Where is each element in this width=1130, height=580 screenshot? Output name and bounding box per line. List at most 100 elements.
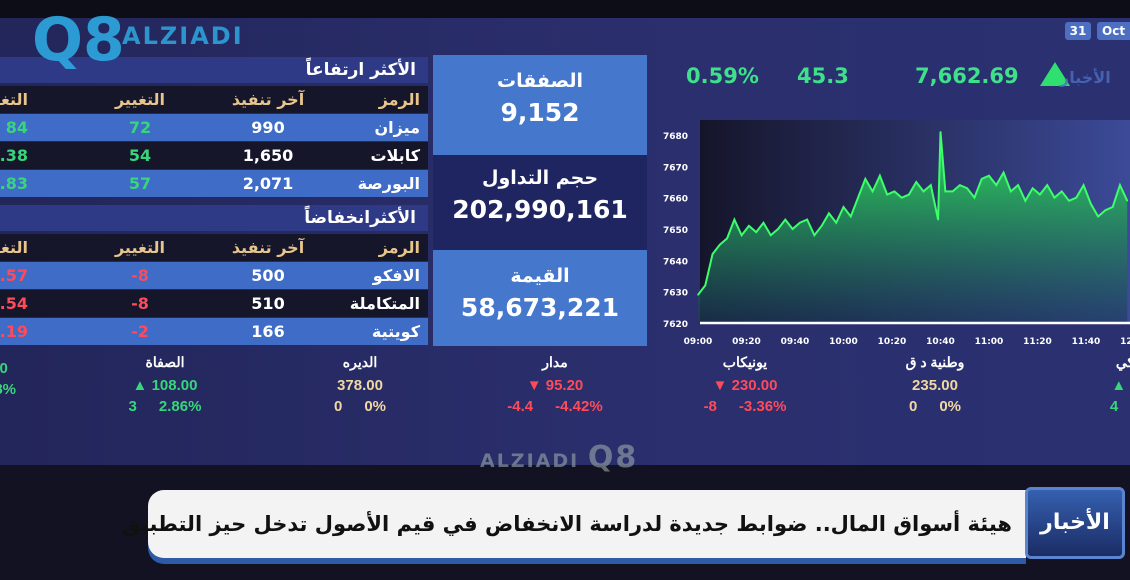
volume-value: 202,990,161 xyxy=(452,195,628,224)
value-value: 58,673,221 xyxy=(460,293,620,322)
data-point xyxy=(762,221,765,224)
ticker-item: الديره 378.00 0 0% xyxy=(265,354,455,415)
data-point xyxy=(1126,200,1129,202)
y-tick-label: 7620 xyxy=(663,320,688,330)
ticker-price: ▲ 108.00 xyxy=(70,377,260,394)
last-price-cell: 1,650 xyxy=(242,146,294,165)
gainers-title: الأكثر ارتفاعاً xyxy=(0,57,428,83)
data-point xyxy=(799,221,801,224)
ticker-name: كي xyxy=(1115,354,1130,370)
symbol-cell: كويتية xyxy=(371,322,420,341)
data-point xyxy=(726,237,728,240)
data-point xyxy=(879,174,881,177)
column-header: التغيير xyxy=(114,238,166,257)
ticker-name: الصفاة xyxy=(145,354,185,370)
data-point xyxy=(1097,215,1099,218)
table-row: الافكو 500 -8 1.57 xyxy=(0,262,428,289)
ticker-price-value: 378.00 xyxy=(337,377,383,394)
data-point xyxy=(893,190,896,193)
data-point xyxy=(1111,206,1114,208)
table-row: كابلات 1,650 54 .38 xyxy=(0,142,428,169)
x-tick-label: 12:00 xyxy=(1120,337,1130,347)
index-change: 45.3 xyxy=(797,64,849,88)
y-tick-label: 7650 xyxy=(663,226,688,236)
change-cell: 54 xyxy=(128,146,152,165)
ticker-price: ▲ 1 xyxy=(1030,377,1130,394)
pct-cell: .38 xyxy=(0,146,28,165)
data-point xyxy=(1002,171,1005,174)
ticker-item: الصفاة ▲ 108.00 3 2.86% xyxy=(70,354,260,415)
data-point xyxy=(922,190,925,193)
data-point xyxy=(1024,200,1027,202)
column-header: الرمز xyxy=(378,90,420,109)
data-point xyxy=(1031,187,1034,190)
alziadi-logo: ALZIADI xyxy=(122,22,244,50)
data-point xyxy=(740,234,743,237)
deals-box xyxy=(433,55,647,155)
ticker-change: 3 xyxy=(128,398,137,415)
change-cell: -8 xyxy=(131,294,149,313)
data-point xyxy=(711,253,714,255)
ticker-change-line: 3 2.86% xyxy=(70,398,260,415)
ticker-change-line: 58% xyxy=(0,381,85,398)
data-point xyxy=(959,184,961,186)
data-point xyxy=(915,181,918,183)
ticker-price-value: 95.20 xyxy=(545,377,584,394)
y-tick-label: 7680 xyxy=(663,132,688,142)
ticker-price-value: 230.00 xyxy=(731,377,778,394)
data-point xyxy=(1046,184,1048,186)
ticker-pct: 0% xyxy=(364,398,387,415)
data-point xyxy=(951,190,954,193)
last-price-cell: 990 xyxy=(251,118,285,137)
symbol-cell: المتكاملة xyxy=(349,294,420,313)
value-stat: القيمة 58,673,221 xyxy=(433,265,647,322)
data-point xyxy=(1053,196,1056,199)
data-point xyxy=(806,218,808,221)
data-point xyxy=(857,196,859,199)
y-tick-label: 7660 xyxy=(663,195,688,205)
data-point xyxy=(1119,184,1121,186)
x-tick-label: 09:00 xyxy=(684,337,713,347)
data-point xyxy=(755,231,757,233)
data-point xyxy=(1017,184,1019,186)
deals-stat: الصفقات 9,152 xyxy=(433,70,647,127)
deals-value: 9,152 xyxy=(500,98,580,127)
ticker-pct: -4.42% xyxy=(555,398,603,415)
news-headline: هيئة أسواق المال.. ضوابط جديدة لدراسة ال… xyxy=(122,490,1026,558)
data-point xyxy=(828,212,830,215)
x-tick-label: 10:40 xyxy=(926,337,955,347)
ticker-item: كي ▲ 1 4 xyxy=(1030,354,1130,415)
data-point xyxy=(973,196,976,199)
ticker-price: ▼ 230.00 xyxy=(650,377,840,394)
pct-cell: 1.57 xyxy=(0,266,28,285)
data-point xyxy=(944,190,947,193)
pct-cell: 1.19 xyxy=(0,322,28,341)
column-header: التغير xyxy=(0,238,28,257)
data-point xyxy=(813,234,816,237)
data-point xyxy=(1010,190,1012,193)
channel-watermark: الأخبار xyxy=(1060,68,1111,87)
q8-logo: Q8 xyxy=(32,5,125,75)
symbol-cell: ميزان xyxy=(374,118,420,137)
date-day: 31 xyxy=(1065,22,1091,40)
ticker-name: الديره xyxy=(342,354,378,370)
ticker-pct: -3.36% xyxy=(738,398,787,415)
index-chart: 7680 7670 7660 7650 7640 7630 7620 09:00 09:20 09… xyxy=(663,120,1130,347)
data-point xyxy=(784,218,787,221)
pct-cell: .83 xyxy=(0,174,28,193)
ticker-price-value: 235.00 xyxy=(912,377,958,394)
ticker-item: مدار ▼ 95.20 -4.4 -4.42% xyxy=(460,354,650,415)
ticker-item: يونيكاب ▼ 230.00 -8 -3.36% xyxy=(650,354,840,415)
last-price-cell: 166 xyxy=(251,322,285,341)
data-point xyxy=(704,284,707,287)
ticker-change: 0 xyxy=(908,398,918,415)
losers-header-row: الرمز آخر تنفيذ التغيير التغير xyxy=(0,234,428,261)
index-pct: 0.59% xyxy=(686,64,759,88)
deals-label: الصفقات xyxy=(497,70,583,92)
data-point xyxy=(791,228,794,230)
column-header: آخر تنفيذ xyxy=(231,238,305,257)
x-tick-label: 11:00 xyxy=(975,337,1004,347)
data-point xyxy=(886,193,888,196)
y-tick-label: 7670 xyxy=(663,163,688,173)
x-tick-label: 09:20 xyxy=(732,337,761,347)
